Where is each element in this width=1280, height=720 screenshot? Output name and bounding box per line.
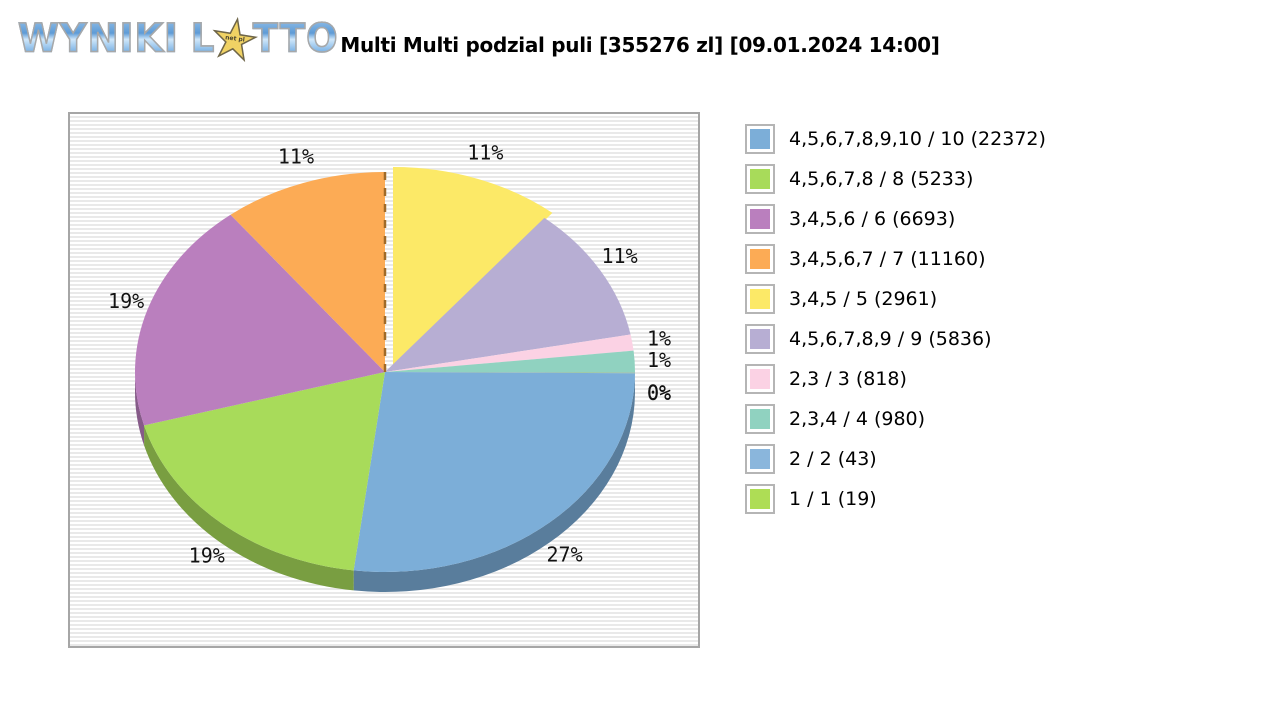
legend-label: 1 / 1 (19) — [789, 488, 877, 510]
pie-slice-pct-label: 11% — [601, 244, 637, 268]
legend-label: 3,4,5 / 5 (2961) — [789, 288, 937, 310]
pie-slice-pct-label: 0% — [647, 381, 671, 405]
legend-item: 3,4,5,6,7 / 7 (11160) — [745, 244, 1046, 274]
pie-slice-pct-label: 19% — [108, 289, 144, 313]
legend-item: 4,5,6,7,8,9 / 9 (5836) — [745, 324, 1046, 354]
page-title: Multi Multi podzial puli [355276 zl] [09… — [0, 33, 1280, 57]
legend-item: 4,5,6,7,8,9,10 / 10 (22372) — [745, 124, 1046, 154]
logo-star-icon: ★net pl — [211, 36, 259, 44]
pie-slice-pct-label: 1% — [647, 348, 671, 372]
legend-label: 2,3 / 3 (818) — [789, 368, 907, 390]
legend-item: 3,4,5 / 5 (2961) — [745, 284, 1046, 314]
legend-label: 4,5,6,7,8 / 8 (5233) — [789, 168, 973, 190]
pie-slice-pct-label: 27% — [547, 542, 583, 566]
legend-item: 3,4,5,6 / 6 (6693) — [745, 204, 1046, 234]
legend-swatch-icon — [747, 366, 773, 392]
legend-swatch-icon — [747, 286, 773, 312]
pie-chart: 11%11%1%1%0%0%27%19%19%11% — [70, 114, 698, 646]
legend-label: 4,5,6,7,8,9,10 / 10 (22372) — [789, 128, 1046, 150]
legend-label: 2 / 2 (43) — [789, 448, 877, 470]
legend-swatch-icon — [747, 126, 773, 152]
legend-swatch-icon — [747, 326, 773, 352]
legend-item: 2,3,4 / 4 (980) — [745, 404, 1046, 434]
legend-swatch-icon — [747, 206, 773, 232]
legend-swatch-icon — [747, 246, 773, 272]
legend-swatch-icon — [747, 486, 773, 512]
legend-label: 3,4,5,6,7 / 7 (11160) — [789, 248, 985, 270]
pie-slice-0 — [354, 372, 635, 572]
legend-swatch-icon — [747, 446, 773, 472]
legend-swatch-icon — [747, 406, 773, 432]
pie-chart-panel: 11%11%1%1%0%0%27%19%19%11% — [68, 112, 700, 648]
legend-item: 1 / 1 (19) — [745, 484, 1046, 514]
chart-legend: 4,5,6,7,8,9,10 / 10 (22372) 4,5,6,7,8 / 8… — [745, 124, 1046, 524]
pie-slice-pct-label: 11% — [278, 145, 314, 169]
pie-slice-pct-label: 11% — [467, 140, 503, 164]
pie-slice-pct-label: 19% — [189, 543, 225, 567]
logo-star-text: net pl — [225, 35, 244, 43]
legend-item: 2,3 / 3 (818) — [745, 364, 1046, 394]
legend-item: 2 / 2 (43) — [745, 444, 1046, 474]
legend-item: 4,5,6,7,8 / 8 (5233) — [745, 164, 1046, 194]
legend-label: 3,4,5,6 / 6 (6693) — [789, 208, 955, 230]
legend-label: 4,5,6,7,8,9 / 9 (5836) — [789, 328, 992, 350]
legend-label: 2,3,4 / 4 (980) — [789, 408, 925, 430]
legend-swatch-icon — [747, 166, 773, 192]
